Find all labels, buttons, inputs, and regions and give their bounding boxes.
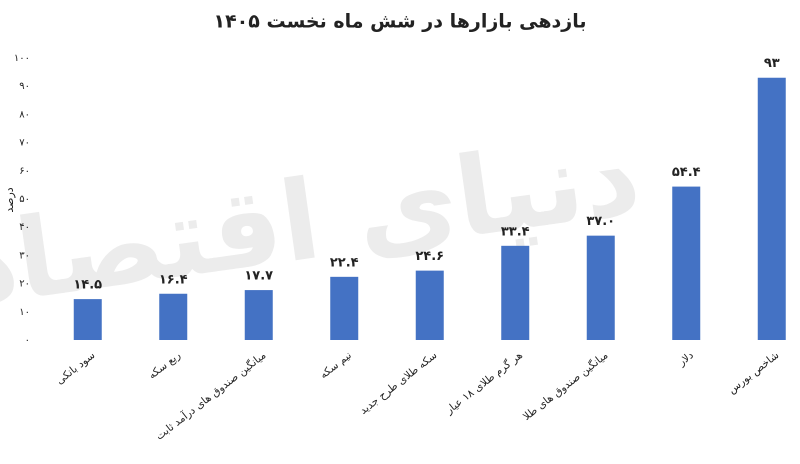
y-tick-label: ۷۰ [19, 138, 30, 149]
y-tick-label: ۵۰ [19, 194, 30, 205]
bar [672, 186, 701, 340]
bar [501, 245, 530, 340]
value-label: ۱۶.۴ [159, 272, 188, 287]
y-tick-label: ۰ [25, 335, 30, 346]
y-tick-label: ۶۰ [19, 166, 30, 177]
bar [330, 276, 359, 340]
value-label: ۲۴.۶ [415, 249, 444, 264]
y-axis-title: درصد [3, 187, 16, 212]
bar [757, 77, 786, 341]
y-tick-label: ۲۰ [19, 279, 30, 290]
bar [586, 235, 615, 340]
y-tick-label: ۱۰ [19, 307, 30, 318]
value-label: ۳۳.۴ [501, 224, 530, 239]
bar [73, 299, 102, 340]
bar [159, 293, 188, 340]
y-tick-label: ۳۰ [19, 250, 30, 261]
value-label: ۲۲.۴ [330, 255, 359, 270]
chart-title: بازدهی بازارها در شش ماه نخست ۱۴۰۵ [213, 11, 586, 33]
value-label: ۹۳ [764, 56, 780, 71]
value-label: ۱۴.۵ [73, 278, 102, 293]
value-label: ۳۷.۰ [586, 214, 615, 229]
y-tick-label: ۹۰ [19, 81, 30, 92]
value-label: ۵۴.۴ [672, 165, 701, 180]
y-tick-label: ۴۰ [19, 222, 30, 233]
bar [244, 290, 273, 340]
y-tick-label: ۱۰۰ [14, 53, 30, 64]
bar [415, 270, 444, 340]
y-tick-label: ۸۰ [19, 109, 30, 120]
value-label: ۱۷.۷ [244, 269, 273, 284]
